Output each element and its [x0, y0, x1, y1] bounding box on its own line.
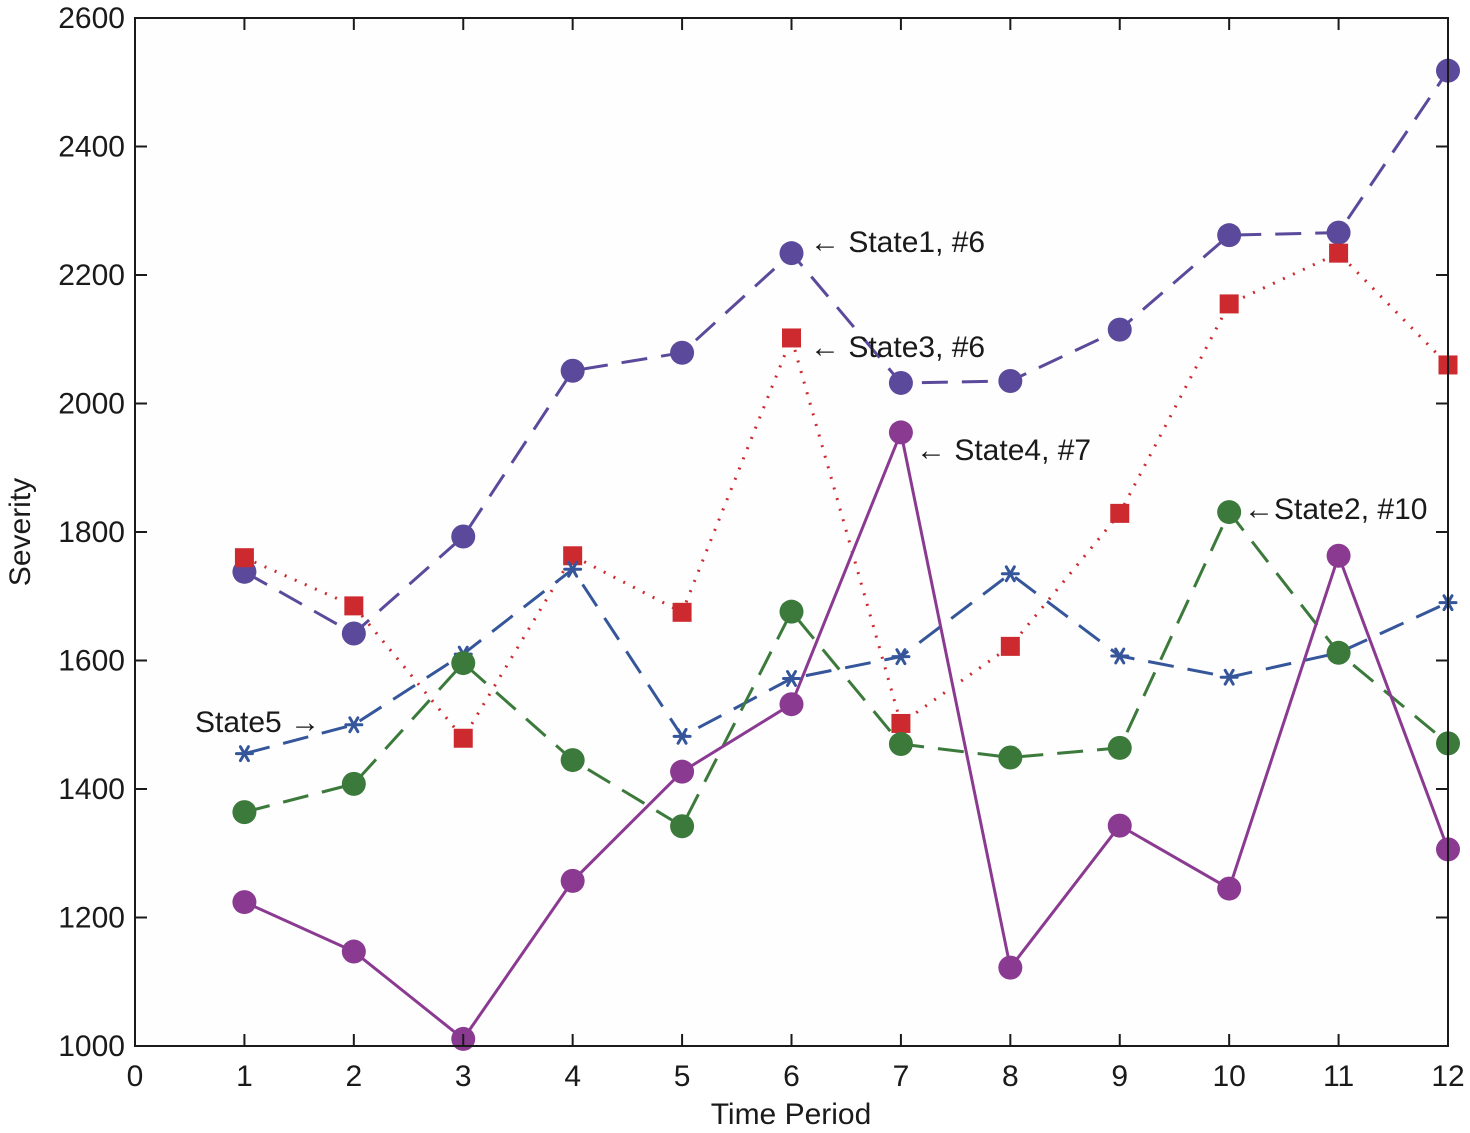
- series-1-point: [451, 524, 476, 549]
- series-5-point: [1326, 543, 1351, 568]
- series-1-point: [998, 369, 1023, 394]
- plot-background: [135, 18, 1448, 1046]
- x-tick-label: 10: [1212, 1060, 1245, 1093]
- series-5-line: [243, 427, 1450, 1042]
- y-tick-label: 2200: [58, 259, 125, 292]
- y-tick-label: 1800: [58, 516, 125, 549]
- series-4-point: [998, 745, 1023, 770]
- series-2-point: [453, 728, 473, 748]
- series-3-point: [891, 648, 911, 666]
- x-tick-label: 5: [674, 1060, 691, 1093]
- series-2-point: [1219, 294, 1239, 314]
- series-5-point: [1107, 813, 1132, 838]
- x-tick-label: 1: [236, 1060, 253, 1093]
- series-1-point: [888, 370, 913, 395]
- series-3-point: [344, 716, 364, 734]
- series-3-point: [1110, 647, 1130, 665]
- series-4-point: [670, 814, 695, 839]
- series-5-point: [1217, 876, 1242, 901]
- series-1-point: [341, 621, 366, 646]
- series-1-point: [1217, 223, 1242, 248]
- x-tick-label: 0: [127, 1060, 144, 1093]
- y-tick-label: 2400: [58, 131, 125, 164]
- series-4-point: [1217, 500, 1242, 525]
- series-3-point: [1219, 668, 1239, 686]
- series-4-point: [451, 651, 476, 676]
- series-1-line: [243, 69, 1450, 636]
- series-3-point: [1000, 565, 1020, 583]
- series-5-point: [232, 890, 257, 915]
- series-2-point: [344, 596, 364, 616]
- series-5-point: [779, 692, 804, 717]
- y-tick-label: 1600: [58, 645, 125, 678]
- axis-layer: 0 1 2 3 4 5 6 7 8 9 10 11 12100012001400160018002000…: [58, 2, 1464, 1093]
- x-tick-label: 8: [1002, 1060, 1019, 1093]
- annotation-state5: State5 →: [195, 706, 320, 739]
- series-2-point: [1000, 636, 1020, 656]
- x-axis-title: Time Period: [711, 1098, 872, 1131]
- series-5-point: [998, 955, 1023, 980]
- series-4-point: [888, 732, 913, 757]
- series-3-point: [234, 745, 254, 763]
- series-3-point: [563, 560, 583, 578]
- series-4-point: [779, 599, 804, 624]
- series-1-point: [560, 358, 585, 383]
- series-3-point: [782, 670, 801, 687]
- series-1-point: [1326, 220, 1351, 245]
- series-3-line: [244, 567, 1449, 756]
- series-5-point: [560, 868, 585, 893]
- x-tick-label: 2: [345, 1060, 362, 1093]
- y-axis-title: Severity: [4, 478, 37, 586]
- y-tick-label: 2000: [58, 388, 125, 421]
- annotation-state1: ← State1, #6: [810, 226, 985, 259]
- series-2-point: [672, 602, 692, 622]
- series-2-point: [782, 328, 801, 348]
- x-tick-label: 6: [783, 1060, 800, 1093]
- series-1-point: [779, 241, 804, 266]
- series-5-point: [670, 759, 695, 784]
- series-5-point: [888, 420, 913, 445]
- series-4-point: [1107, 735, 1132, 760]
- series-2-point: [1329, 243, 1349, 263]
- x-tick-label: 4: [564, 1060, 581, 1093]
- series-2-point: [891, 713, 911, 733]
- series-1-point: [670, 340, 695, 365]
- series-2-point: [563, 546, 583, 566]
- series-1-point: [1107, 317, 1132, 342]
- y-tick-label: 1400: [58, 773, 125, 806]
- series-2-point: [1110, 503, 1130, 523]
- series-3-point: [672, 727, 692, 745]
- x-tick-label: 12: [1431, 1060, 1464, 1093]
- annotation-state3: ← State3, #6: [810, 331, 985, 364]
- y-tick-label: 1200: [58, 902, 125, 935]
- annotation-state4: ← State4, #7: [916, 434, 1091, 467]
- annotation-state2: ←State2, #10: [1244, 493, 1427, 526]
- x-tick-label: 9: [1111, 1060, 1128, 1093]
- series-2-line: [243, 251, 1450, 741]
- series-5-point: [341, 939, 366, 964]
- x-tick-label: 11: [1323, 1060, 1354, 1093]
- series-4-point: [341, 771, 366, 796]
- series-4-line: [244, 509, 1449, 829]
- y-tick-label: 1000: [58, 1030, 125, 1063]
- x-tick-label: 7: [893, 1060, 910, 1093]
- series-4-point: [560, 748, 585, 773]
- series-4-point: [232, 800, 257, 825]
- series-4-point: [1326, 640, 1351, 665]
- x-tick-label: 3: [455, 1060, 472, 1093]
- series-2-point: [234, 548, 254, 568]
- y-tick-label: 2600: [58, 2, 125, 35]
